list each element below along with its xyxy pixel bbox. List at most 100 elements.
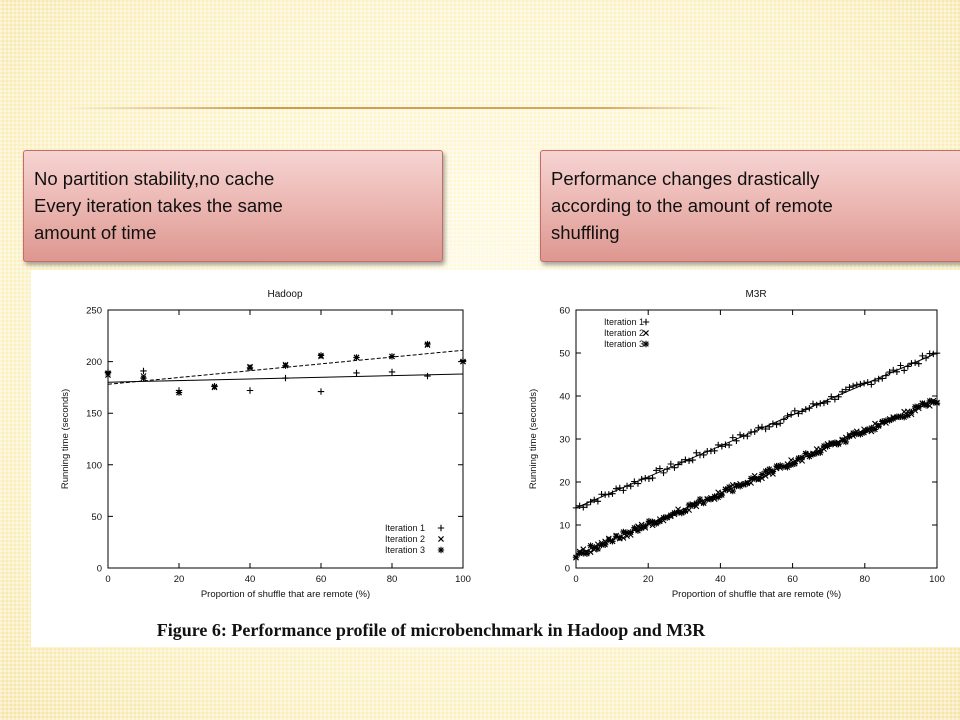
data-point [849, 429, 857, 437]
data-point [886, 417, 893, 424]
data-point [623, 529, 631, 536]
data-point [930, 350, 937, 358]
data-point [849, 382, 857, 390]
data-point [758, 471, 766, 478]
legend-marker [643, 330, 649, 336]
data-point [780, 416, 788, 423]
data-point [868, 424, 875, 432]
data-point [777, 420, 784, 427]
data-point [645, 517, 653, 525]
data-point [700, 451, 707, 459]
x-tick-label: 20 [174, 574, 185, 585]
y-tick-label: 250 [86, 306, 102, 317]
data-point [583, 501, 591, 509]
data-point [612, 533, 620, 540]
data-point [787, 411, 795, 418]
data-point [715, 494, 722, 501]
data-point [755, 424, 762, 432]
data-point [576, 550, 583, 557]
data-point [609, 490, 616, 497]
data-point [857, 431, 864, 438]
data-point [890, 415, 897, 423]
legend-marker [438, 536, 444, 542]
data-point [784, 412, 791, 420]
data-point [744, 480, 751, 487]
data-point [893, 413, 901, 420]
data-point [751, 428, 758, 436]
data-point [246, 387, 254, 394]
data-point [729, 434, 736, 441]
data-point [853, 381, 860, 389]
data-point [806, 404, 813, 412]
title-underline [65, 107, 735, 109]
data-point [758, 423, 766, 431]
data-point [846, 433, 853, 440]
data-point [353, 369, 360, 377]
data-point [594, 545, 602, 553]
data-point [853, 430, 860, 438]
data-point [620, 487, 627, 494]
data-point [667, 511, 675, 519]
data-point [911, 403, 919, 410]
series-iteration-1 [572, 350, 941, 512]
y-tick-label: 50 [91, 512, 102, 523]
y-tick-label: 20 [559, 478, 570, 489]
series-iteration-3 [572, 397, 941, 561]
data-point [572, 504, 580, 512]
data-point [791, 460, 798, 467]
data-point [689, 502, 696, 509]
y-tick-label: 40 [559, 392, 570, 403]
x-tick-label: 80 [860, 574, 871, 585]
data-point [766, 465, 773, 473]
data-point [930, 399, 937, 406]
data-point [831, 439, 839, 446]
x-tick-label: 100 [455, 574, 471, 585]
data-point [802, 406, 809, 413]
data-point [696, 495, 704, 503]
data-point [882, 417, 890, 424]
data-point [660, 469, 667, 477]
data-point [686, 507, 692, 514]
data-point [922, 354, 930, 362]
data-point [908, 408, 915, 416]
chart-title: Hadoop [267, 289, 302, 300]
plot-frame [107, 309, 464, 569]
y-tick-label: 100 [86, 460, 102, 471]
legend-label: Iteration 1 [604, 317, 644, 327]
data-point [711, 447, 718, 454]
data-point [919, 400, 926, 407]
data-point [773, 462, 780, 470]
x-tick-label: 60 [787, 574, 798, 585]
data-point [824, 443, 831, 450]
data-point [711, 493, 718, 500]
data-point [388, 353, 396, 360]
chart-m3r: M3R 0 20 40 60 80 100 0 10 20 30 40 50 60 Proportion o… [528, 289, 945, 600]
data-point [656, 465, 664, 472]
data-point [868, 381, 875, 388]
data-point [813, 449, 820, 457]
data-point [908, 360, 915, 367]
data-point [660, 514, 667, 521]
data-point [598, 541, 605, 549]
data-point [175, 389, 183, 396]
data-point [751, 475, 758, 482]
data-point [424, 372, 431, 380]
data-point [140, 367, 147, 375]
data-point [671, 509, 678, 517]
x-tick-label: 20 [643, 574, 654, 585]
data-point [766, 423, 773, 431]
data-point [911, 359, 919, 366]
fit-line [107, 349, 464, 385]
legend-label: Iteration 3 [385, 545, 425, 555]
data-point [817, 449, 824, 456]
data-point [795, 454, 802, 462]
data-point [140, 374, 147, 382]
data-point [762, 425, 769, 433]
data-point [904, 412, 912, 419]
data-point [725, 441, 733, 449]
data-point [893, 368, 901, 376]
data-point [638, 476, 645, 483]
figure-caption: Figure 6: Performance profile of microbe… [156, 620, 706, 640]
